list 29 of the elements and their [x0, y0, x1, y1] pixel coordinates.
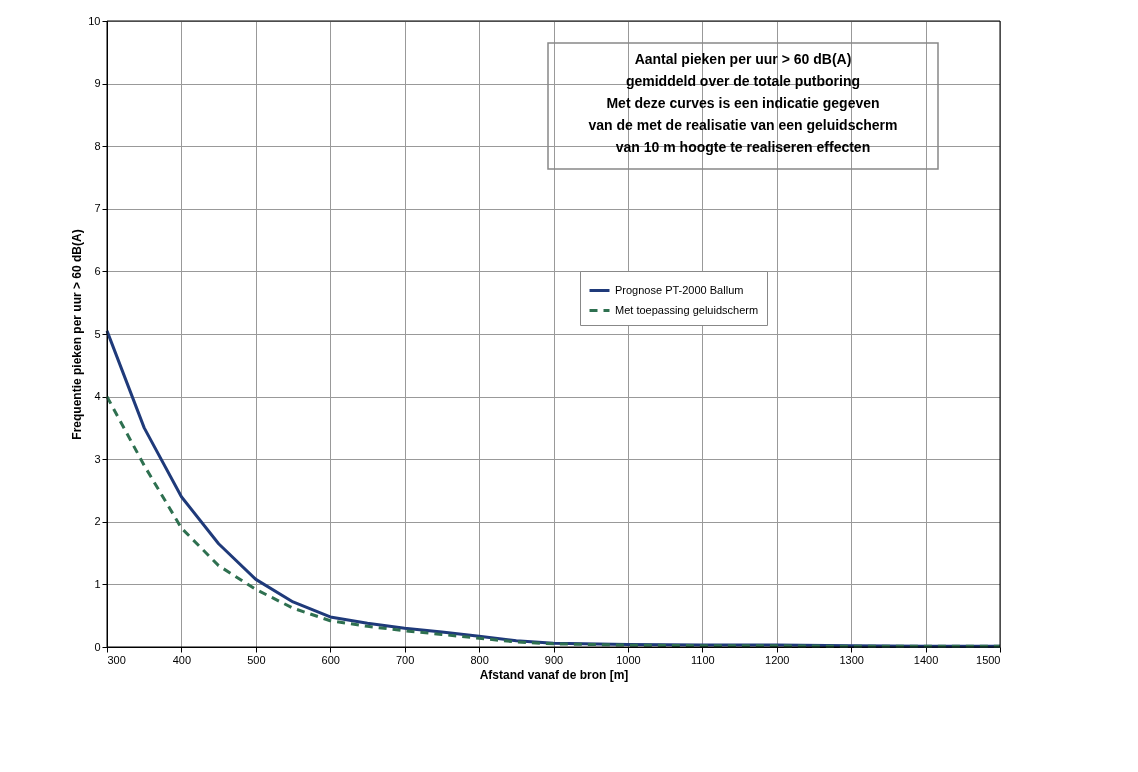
y-tick-label: 5: [94, 327, 101, 340]
x-tick-label: 1000: [616, 653, 641, 666]
x-tick-label: 600: [321, 653, 340, 666]
y-tick-label: 0: [94, 640, 101, 653]
y-tick-label: 8: [94, 139, 101, 152]
y-tick-label: 4: [94, 390, 101, 403]
x-tick-label: 1100: [691, 653, 715, 666]
x-tick-label: 500: [247, 653, 266, 666]
legend-label: Prognose PT-2000 Ballum: [615, 283, 744, 296]
x-tick-label: 300: [107, 653, 126, 666]
annotation: Aantal pieken per uur > 60 dB(A) gemiddeld over de totale putboring Met deze curves is een indicatie gegeven van de met de realisatie van een geluidscherm van 10 m hoogte te realiseren effecten: [588, 51, 898, 155]
y-tick-label: 9: [94, 77, 101, 90]
y-tick-label: 7: [94, 202, 101, 215]
y-tick-label: 1: [94, 577, 101, 590]
x-tick-label: 1300: [839, 653, 864, 666]
x-tick-label: 400: [172, 653, 192, 666]
x-tick-label: 700: [395, 653, 415, 666]
x-tick-label: 900: [544, 653, 564, 666]
legend-label: Met toepassing geluidscherm: [615, 303, 759, 316]
x-tick-label: 1500: [976, 653, 1001, 666]
x-tick-label: 800: [470, 653, 489, 666]
y-tick-label: 3: [94, 452, 101, 465]
y-tick-label: 10: [88, 14, 101, 27]
x-tick-label: 1200: [765, 653, 790, 666]
x-tick-label: 1400: [913, 653, 939, 666]
y-tick-label: 2: [94, 515, 101, 528]
y-axis-title: Frequentie pieken per uur > 60 dB(A): [70, 229, 85, 440]
y-tick-label: 6: [94, 264, 101, 277]
x-axis-title: Afstand vanaf de bron [m]: [479, 667, 629, 682]
